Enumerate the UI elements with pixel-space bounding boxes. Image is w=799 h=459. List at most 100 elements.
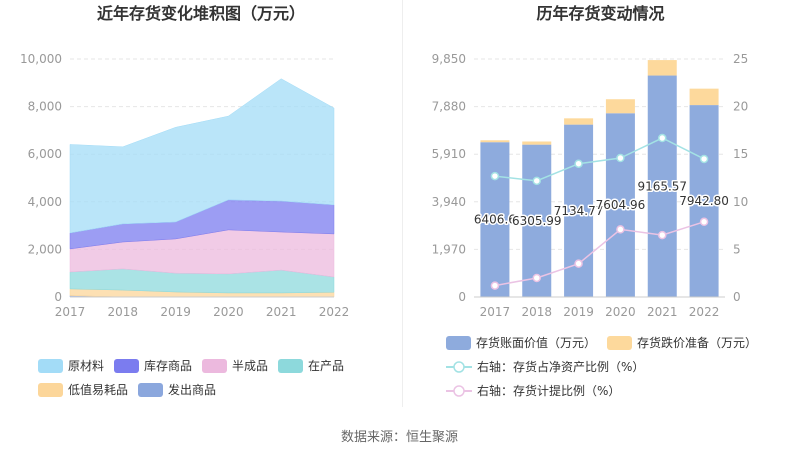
y-tick-label: 6,000 [28, 147, 62, 161]
line-marker [574, 259, 583, 268]
line-marker [699, 217, 709, 227]
x-tick-label: 2021 [266, 305, 297, 319]
left-y-tick-label: 3,940 [432, 195, 466, 209]
legend-label: 库存商品 [144, 359, 193, 373]
legend-swatch [202, 359, 228, 373]
legend-item[interactable]: 存货账面价值（万元） [446, 336, 596, 350]
line-marker [699, 154, 709, 164]
line-marker [532, 176, 541, 186]
x-tick-label: 2020 [213, 305, 244, 319]
bar-series-0 [522, 144, 552, 297]
left-y-tick-label: 9,850 [432, 52, 466, 66]
stacked-area-legend: 原材料 库存商品 半成品 在产品低值易耗品 发出商品 [38, 359, 368, 397]
line-marker [616, 153, 625, 163]
bar-series-0 [605, 113, 635, 297]
line-marker [574, 159, 583, 168]
left-y-tick-label: 5,910 [432, 147, 466, 161]
y-tick-label: 2,000 [28, 242, 62, 256]
inventory-bar-line-chart: 0 1,970 3,940 5,910 7,880 9,850 0 5 10 15 20 25 6406… [432, 52, 749, 319]
bar-series-0 [480, 142, 510, 297]
bar-value-label: 9165.57 [637, 179, 687, 193]
legend-line-icon [446, 361, 472, 373]
left-y-tick-label: 7,880 [432, 100, 466, 114]
legend-label: 在产品 [308, 359, 345, 373]
legend-label: 右轴：存货计提比例（%） [477, 384, 621, 398]
right-y-tick-label: 20 [733, 100, 748, 114]
bar-value-label: 7134.77 [554, 204, 604, 218]
legend-label: 存货账面价值（万元） [476, 336, 597, 350]
legend-item[interactable]: 在产品 [278, 359, 344, 373]
legend-swatch [38, 359, 63, 373]
line-series-2 [494, 137, 705, 182]
line-marker [490, 171, 500, 181]
panel-divider [402, 0, 403, 407]
x-tick-label: 2019 [563, 305, 594, 319]
line-marker [658, 230, 667, 240]
stacked-area-chart-title: 近年存货变化堆积图（万元） [96, 4, 305, 23]
legend-item[interactable]: 原材料 [38, 359, 104, 373]
bar-series-0 [647, 75, 677, 297]
right-y-tick-label: 0 [733, 290, 741, 304]
x-tick-label: 2022 [689, 305, 720, 319]
line-marker [658, 133, 667, 143]
x-tick-label: 2018 [108, 305, 139, 319]
stacked-area-series-0 [69, 78, 335, 234]
bar-series-1 [522, 141, 552, 145]
bar-series-0 [564, 124, 594, 298]
left-y-tick-label: 0 [458, 290, 466, 304]
line-marker [490, 281, 500, 290]
bar-series-1 [689, 88, 719, 106]
bar-series-0 [689, 105, 719, 297]
legend-label: 半成品 [232, 359, 269, 373]
legend-item[interactable]: 低值易耗品 [38, 383, 128, 397]
legend-swatch [114, 359, 140, 373]
right-y-tick-label: 5 [733, 242, 741, 256]
legend-item[interactable]: 库存商品 [114, 359, 192, 373]
y-tick-label: 0 [54, 290, 62, 304]
y-tick-label: 4,000 [28, 195, 62, 209]
legend-swatch [278, 359, 304, 373]
legend-label: 发出商品 [168, 383, 217, 397]
legend-item[interactable]: 半成品 [202, 359, 268, 373]
x-tick-label: 2018 [521, 305, 552, 319]
legend-label: 低值易耗品 [68, 383, 129, 397]
y-tick-label: 8,000 [28, 100, 62, 114]
legend-swatch [138, 383, 164, 397]
x-tick-label: 2019 [160, 305, 191, 319]
legend-item[interactable]: 右轴：存货占净资产比例（%） [446, 360, 644, 374]
x-tick-label: 2022 [319, 305, 350, 319]
bar-value-label: 6305.99 [512, 214, 562, 228]
y-tick-label: 10,000 [20, 52, 62, 66]
legend-line-icon [446, 385, 472, 397]
bar-series-1 [480, 140, 510, 143]
x-tick-label: 2017 [480, 305, 511, 319]
bar-series-1 [647, 60, 677, 76]
legend-label: 右轴：存货占净资产比例（%） [477, 360, 645, 374]
legend-item[interactable]: 发出商品 [138, 383, 216, 397]
inventory-change-chart-title: 历年存货变动情况 [536, 4, 665, 23]
legend-item[interactable]: 存货跌价准备（万元） [607, 336, 757, 350]
left-y-tick-label: 1,970 [432, 242, 466, 256]
x-tick-label: 2020 [605, 305, 636, 319]
bar-value-label: 7942.80 [679, 194, 729, 208]
legend-swatch [446, 336, 471, 350]
legend-label: 存货跌价准备（万元） [637, 336, 758, 350]
bar-series-1 [605, 99, 635, 114]
x-tick-label: 2021 [647, 305, 678, 319]
stacked-area-chart: 0 2,000 4,000 6,000 8,000 10,000 2017 2018 2019 2… [20, 52, 350, 319]
right-y-tick-label: 25 [733, 52, 748, 66]
legend-label: 原材料 [68, 359, 105, 373]
legend-swatch [38, 383, 63, 397]
data-source-note: 数据来源：恒生聚源 [340, 430, 458, 445]
line-series-3 [494, 221, 705, 287]
bar-value-label: 7604.96 [596, 198, 646, 212]
right-y-tick-label: 15 [733, 147, 748, 161]
x-tick-label: 2017 [55, 305, 86, 319]
legend-line-marker [453, 361, 465, 373]
inventory-chart-legend: 存货账面价值（万元） 存货跌价准备（万元） 右轴：存货占净资产比例（%） 右轴：存货计… [446, 336, 766, 398]
legend-line-marker [453, 385, 465, 397]
legend-item[interactable]: 右轴：存货计提比例（%） [446, 384, 620, 398]
legend-swatch [607, 336, 633, 350]
right-y-tick-label: 10 [733, 195, 748, 209]
